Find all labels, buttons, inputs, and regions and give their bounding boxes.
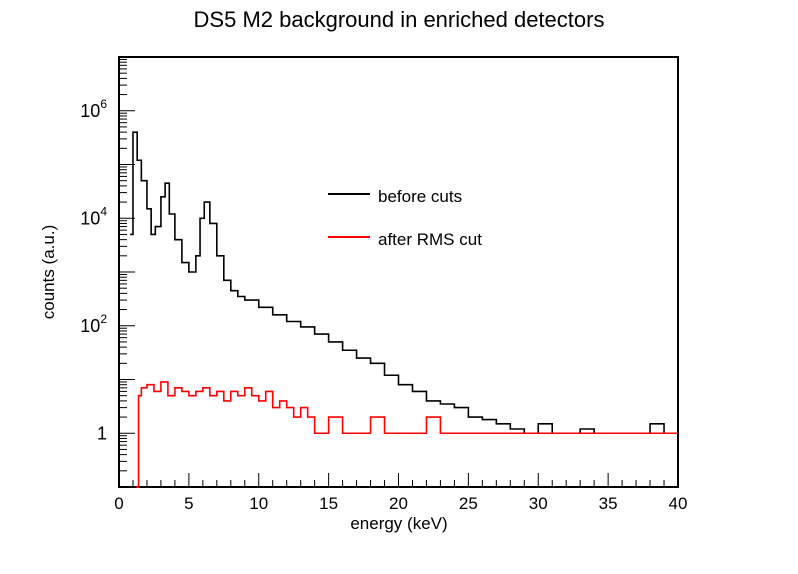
y-tick-base: 1 (97, 423, 107, 443)
x-tick-label: 20 (389, 494, 408, 513)
y-tick-label: 1 (97, 423, 107, 443)
y-tick-label: 102 (80, 312, 107, 336)
y-tick-label: 106 (80, 97, 107, 121)
x-tick-label: 10 (249, 494, 268, 513)
legend-label-after-rms-cut: after RMS cut (378, 230, 482, 249)
x-tick-label: 15 (319, 494, 338, 513)
y-tick-label: 104 (80, 204, 107, 228)
x-tick-label: 5 (184, 494, 193, 513)
y-tick-base: 10 (80, 316, 100, 336)
x-tick-label: 40 (669, 494, 688, 513)
legend-label-before-cuts: before cuts (378, 187, 462, 206)
legend: before cuts after RMS cut (328, 187, 482, 249)
y-tick-exponent: 2 (100, 312, 107, 326)
series-after-rms-cut-line (135, 381, 678, 488)
y-tick-base: 10 (80, 101, 100, 121)
y-tick-exponent: 6 (100, 97, 107, 111)
x-axis-label: energy (keV) (350, 514, 447, 533)
y-tick-base: 10 (80, 208, 100, 228)
chart-title: DS5 M2 background in enriched detectors (194, 7, 605, 32)
series-group (130, 131, 678, 488)
x-tick-label: 30 (529, 494, 548, 513)
y-axis-label: counts (a.u.) (39, 225, 58, 320)
x-tick-label: 25 (459, 494, 478, 513)
y-tick-exponent: 4 (100, 204, 107, 218)
x-tick-label: 35 (599, 494, 618, 513)
x-tick-label: 0 (114, 494, 123, 513)
